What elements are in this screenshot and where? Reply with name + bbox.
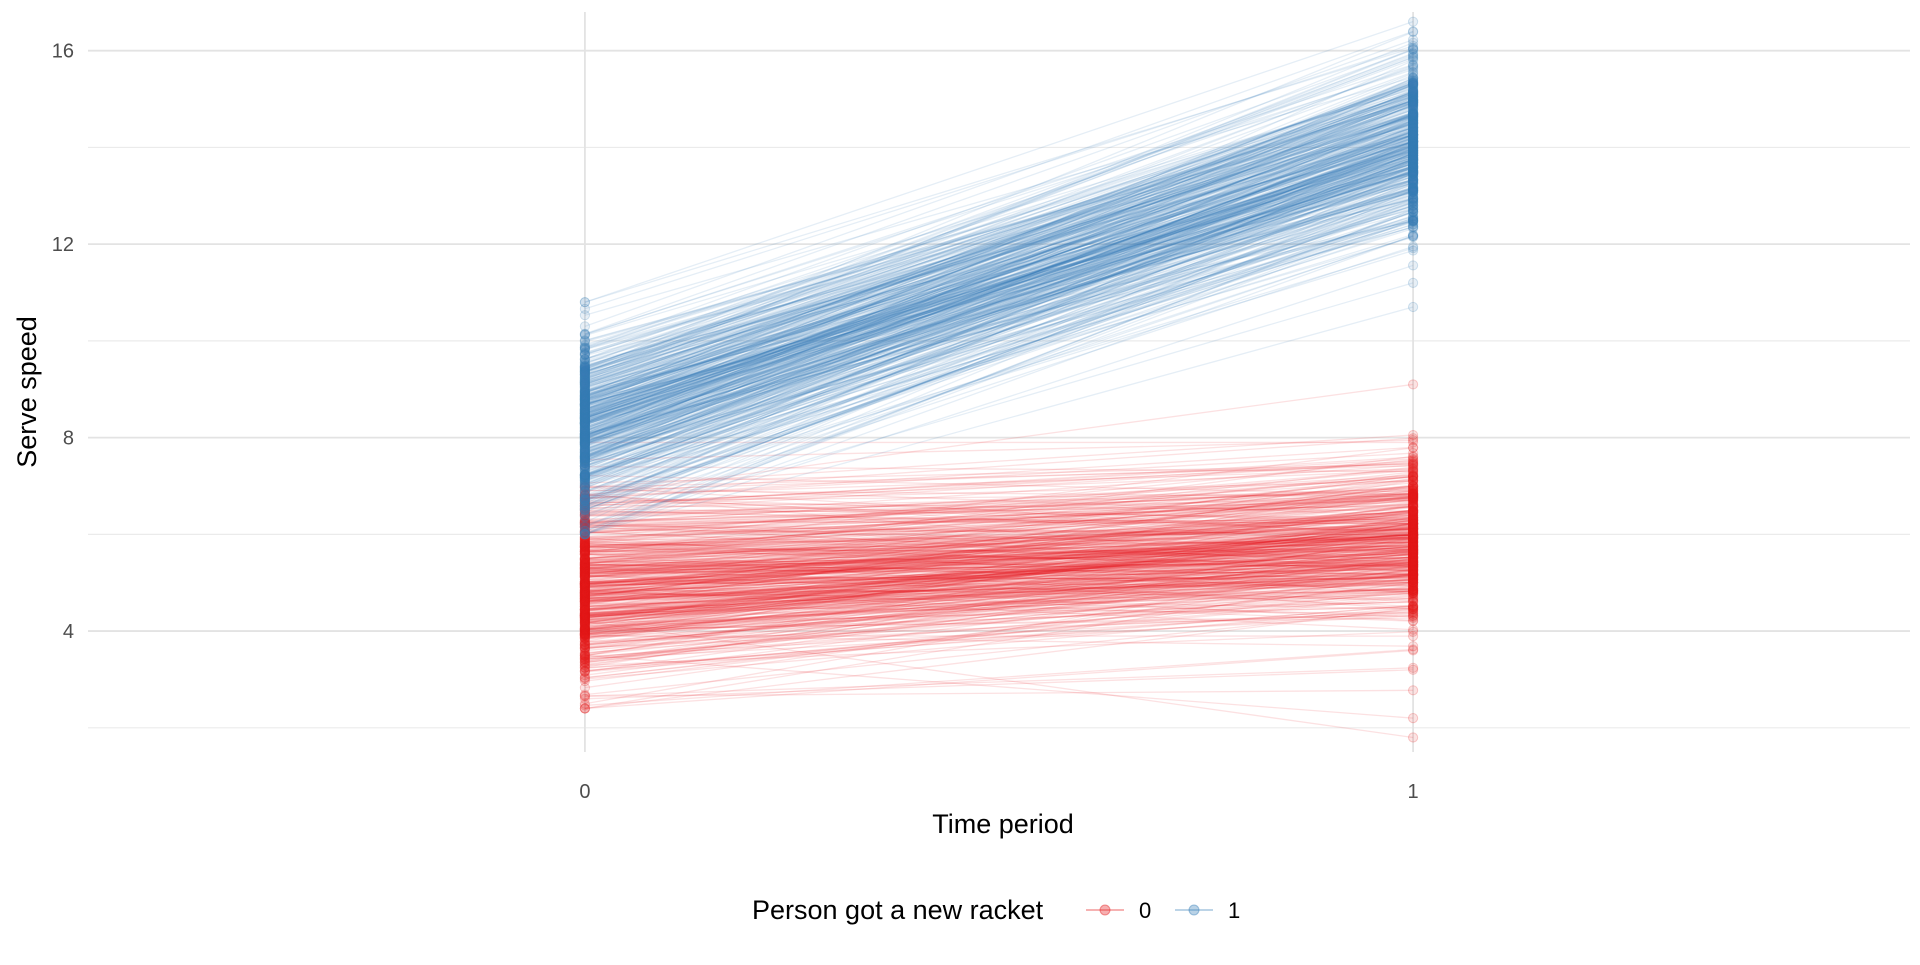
series-0-point <box>1408 507 1417 516</box>
x-tick-label: 1 <box>1408 781 1419 803</box>
series-1-point <box>580 405 589 414</box>
series-1-point <box>580 435 589 444</box>
series-0-point <box>1408 714 1417 723</box>
legend-title: Person got a new racket <box>752 895 1044 925</box>
series-1-point <box>1408 111 1417 120</box>
series-1-point <box>1408 278 1417 287</box>
series-0-point <box>580 694 589 703</box>
y-tick-label: 4 <box>63 621 74 643</box>
series-0-point <box>580 704 589 713</box>
series-1-point <box>1408 231 1417 240</box>
series-0-point <box>1408 603 1417 612</box>
series-0-point <box>1408 455 1417 464</box>
series-0-point <box>1408 486 1417 495</box>
series-1-point <box>580 456 589 465</box>
series-0-point <box>580 633 589 642</box>
series-1-line <box>585 117 1413 383</box>
series-0-point <box>1408 665 1417 674</box>
series-1-point <box>580 476 589 485</box>
series-0-point <box>580 651 589 660</box>
series-0-point <box>580 617 589 626</box>
series-1-point <box>1408 242 1417 251</box>
series-0-point <box>1408 438 1417 447</box>
series-1-point <box>1408 17 1417 26</box>
x-tick-label: 0 <box>579 781 590 803</box>
legend-key-0 <box>1086 905 1124 915</box>
series-0-point <box>1408 538 1417 547</box>
y-tick-label: 12 <box>52 234 74 256</box>
series-1-point <box>580 311 589 320</box>
series-1-lines <box>585 22 1413 535</box>
x-axis-title: Time period <box>932 809 1074 839</box>
series-1-point <box>580 530 589 539</box>
legend-key-1 <box>1175 905 1213 915</box>
series-0-point <box>1408 588 1417 597</box>
series-1-point <box>580 520 589 529</box>
y-axis-ticks: 4 8 12 16 <box>52 41 74 643</box>
series-0-point <box>1408 686 1417 695</box>
series-1-point <box>1408 78 1417 87</box>
series-1-point <box>1408 302 1417 311</box>
y-axis-title: Serve speed <box>12 316 42 468</box>
series-1-point <box>1408 177 1417 186</box>
series-0-point <box>1408 733 1417 742</box>
legend-label-1: 1 <box>1228 898 1240 923</box>
series-0-point <box>1408 646 1417 655</box>
series-0-point <box>1408 497 1417 506</box>
series-1-point <box>1408 127 1417 136</box>
series-1-line <box>585 161 1413 450</box>
series-0-point <box>1408 611 1417 620</box>
legend: Person got a new racket 0 1 <box>752 895 1240 925</box>
series-1-point <box>1408 164 1417 173</box>
series-0-point <box>580 671 589 680</box>
series-0-point <box>1408 380 1417 389</box>
series-0-point <box>580 588 589 597</box>
series-0-line <box>585 655 1413 718</box>
series-0-point <box>580 573 589 582</box>
series-1-point <box>580 445 589 454</box>
series-1-point <box>580 392 589 401</box>
series-0-point <box>1408 574 1417 583</box>
series-1-point <box>1408 51 1417 60</box>
series-1-point <box>1408 211 1417 220</box>
series-1-point <box>580 506 589 515</box>
series-0-line <box>585 670 1413 699</box>
y-tick-label: 16 <box>52 41 74 63</box>
series-1-point <box>580 298 589 307</box>
series-0-point <box>1408 524 1417 533</box>
legend-label-0: 0 <box>1139 898 1151 923</box>
series-1-point <box>580 420 589 429</box>
y-tick-label: 8 <box>63 428 74 450</box>
series-1-point <box>1408 149 1417 158</box>
series-1-point <box>1408 100 1417 109</box>
series-1-point <box>580 322 589 331</box>
series-0-point <box>1408 554 1417 563</box>
series-1-point <box>1408 261 1417 270</box>
series-0-point <box>1408 627 1417 636</box>
series-0-point <box>1408 466 1417 475</box>
series-1-point <box>1408 194 1417 203</box>
series-1-point <box>580 377 589 386</box>
series-1-point <box>580 354 589 363</box>
series-0-point <box>580 541 589 550</box>
series-0-point <box>580 554 589 563</box>
series-1-point <box>1408 27 1417 36</box>
